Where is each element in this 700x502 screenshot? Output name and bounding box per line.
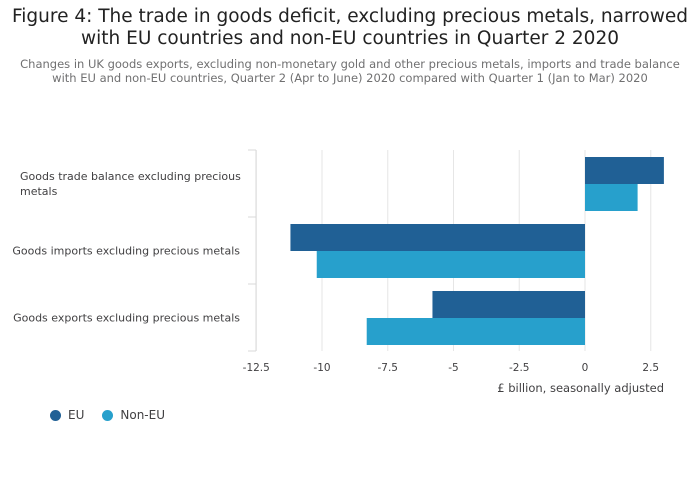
legend: EU Non-EU [50,408,183,422]
bar-non-eu-1 [316,251,585,278]
chart-title: Figure 4: The trade in goods deficit, ex… [0,6,700,50]
x-tick-label-0: -12.5 [243,362,270,374]
x-tick-label-4: -2.5 [509,362,530,374]
chart-title-line-2: with EU countries and non-EU countries i… [81,28,619,49]
category-label-line: Goods imports excluding precious metals [12,245,240,258]
category-label-line: Goods trade balance excluding precious [20,170,241,183]
chart-title-line-1: Figure 4: The trade in goods deficit, ex… [11,6,689,27]
category-label-1: Goods imports excluding precious metals [12,245,240,258]
x-tick-label-2: -7.5 [378,362,399,374]
chart-subtitle-line-2: with EU and non-EU countries, Quarter 2 … [52,71,648,85]
legend-marker-non-eu [102,409,114,421]
x-tick-label-3: -5 [448,362,458,374]
category-label-0: Goods trade balance excluding precious me… [20,170,241,198]
category-label-line: Goods exports excluding precious metals [13,312,240,325]
x-axis-title: £ billion, seasonally adjusted [497,381,664,395]
chart-subtitle: Changes in UK goods exports, excluding n… [20,57,680,85]
legend-label-eu: EU [68,408,85,422]
legend-item-non-eu[interactable]: Non-EU [102,408,165,422]
x-tick-label-5: 0 [582,362,589,374]
bar-non-eu-2 [366,318,585,345]
chart-subtitle-line-1: Changes in UK goods exports, excluding n… [20,57,680,71]
bar-eu-1 [290,224,585,251]
x-tick-label-1: -10 [313,362,330,374]
legend-marker-eu [50,409,61,421]
bar-eu-2 [432,291,585,318]
bar-non-eu-0 [585,184,638,211]
legend-label-non-eu: Non-EU [120,408,165,422]
category-label-line: metals [20,185,58,198]
bar-eu-0 [585,157,664,184]
x-tick-label-6: 2.5 [642,362,659,374]
category-label-2: Goods exports excluding precious metals [13,312,240,325]
legend-item-eu[interactable]: EU [50,408,84,422]
